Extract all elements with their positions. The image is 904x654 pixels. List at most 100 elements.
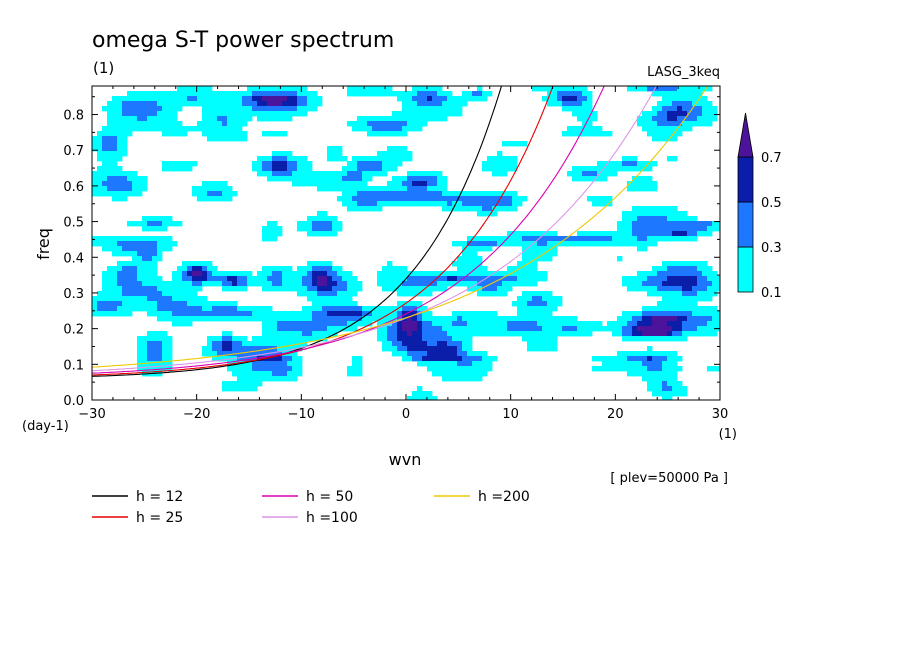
contour-cell (417, 346, 423, 352)
contour-cell (692, 231, 698, 237)
contour-cell (282, 151, 288, 157)
contour-cell (222, 111, 228, 117)
contour-cell (287, 321, 293, 327)
contour-cell (537, 246, 543, 252)
contour-cell (112, 146, 118, 152)
contour-cell (272, 151, 278, 157)
contour-cell (337, 181, 343, 187)
contour-cell (312, 101, 318, 107)
contour-cell (397, 91, 403, 97)
contour-cell (357, 311, 363, 317)
contour-cell (607, 366, 613, 372)
contour-cell (452, 276, 458, 282)
contour-cell (207, 86, 213, 92)
contour-cell (282, 156, 288, 162)
contour-cell (397, 291, 403, 297)
contour-cell (677, 96, 683, 102)
contour-cell (442, 176, 448, 182)
contour-cell (257, 366, 263, 372)
contour-cell (632, 86, 638, 92)
contour-cell (672, 356, 678, 362)
contour-cell (437, 106, 443, 112)
contour-cell (647, 216, 653, 222)
contour-cell (622, 221, 628, 227)
contour-cell (297, 96, 303, 102)
contour-cell (292, 356, 298, 362)
contour-cell (177, 121, 183, 127)
contour-cell (302, 176, 308, 182)
contour-cell (427, 321, 433, 327)
contour-cell (222, 101, 228, 107)
contour-cell (332, 171, 338, 177)
contour-cell (172, 276, 178, 282)
contour-cell (447, 206, 453, 212)
contour-cell (302, 321, 308, 327)
contour-cell (702, 121, 708, 127)
contour-cell (482, 161, 488, 167)
contour-cell (147, 301, 153, 307)
contour-cell (427, 361, 433, 367)
contour-cell (307, 176, 313, 182)
contour-cell (642, 121, 648, 127)
contour-cell (657, 306, 663, 312)
contour-cell (572, 96, 578, 102)
contour-cell (172, 286, 178, 292)
contour-cell (552, 101, 558, 107)
contour-cell (372, 311, 378, 317)
contour-cell (162, 361, 168, 367)
contour-cell (447, 271, 453, 277)
contour-cell (137, 276, 143, 282)
contour-cell (222, 121, 228, 127)
contour-cell (447, 201, 453, 207)
contour-cell (662, 331, 668, 337)
contour-cell (437, 116, 443, 122)
contour-cell (287, 351, 293, 357)
contour-cell (147, 291, 153, 297)
contour-cell (692, 321, 698, 327)
contour-cell (677, 221, 683, 227)
contour-cell (327, 281, 333, 287)
contour-cell (662, 91, 668, 97)
contour-cell (412, 391, 418, 397)
contour-cell (342, 271, 348, 277)
contour-cell (422, 111, 428, 117)
contour-cell (252, 306, 258, 312)
contour-cell (632, 236, 638, 242)
contour-cell (552, 306, 558, 312)
contour-cell (422, 311, 428, 317)
contour-cell (267, 86, 273, 92)
contour-cell (307, 231, 313, 237)
contour-cell (432, 276, 438, 282)
contour-cell (527, 341, 533, 347)
contour-cell (92, 181, 98, 187)
contour-cell (467, 206, 473, 212)
contour-cell (97, 166, 103, 172)
contour-cell (312, 306, 318, 312)
contour-cell (167, 361, 173, 367)
contour-cell (497, 241, 503, 247)
contour-cell (657, 206, 663, 212)
contour-cell (107, 266, 113, 272)
contour-cell (577, 131, 583, 137)
contour-cell (652, 111, 658, 117)
contour-cell (662, 326, 668, 332)
contour-cell (92, 171, 98, 177)
contour-cell (407, 306, 413, 312)
contour-cell (417, 286, 423, 292)
contour-cell (387, 341, 393, 347)
contour-cell (692, 276, 698, 282)
contour-cell (652, 306, 658, 312)
contour-cell (427, 111, 433, 117)
contour-cell (667, 326, 673, 332)
contour-cell (227, 301, 233, 307)
contour-cell (577, 176, 583, 182)
contour-cell (272, 176, 278, 182)
contour-cell (617, 366, 623, 372)
contour-cell (512, 201, 518, 207)
contour-cell (247, 281, 253, 287)
contour-cell (377, 306, 383, 312)
contour-cell (312, 271, 318, 277)
contour-cell (467, 321, 473, 327)
contour-cell (542, 316, 548, 322)
contour-cell (387, 86, 393, 92)
